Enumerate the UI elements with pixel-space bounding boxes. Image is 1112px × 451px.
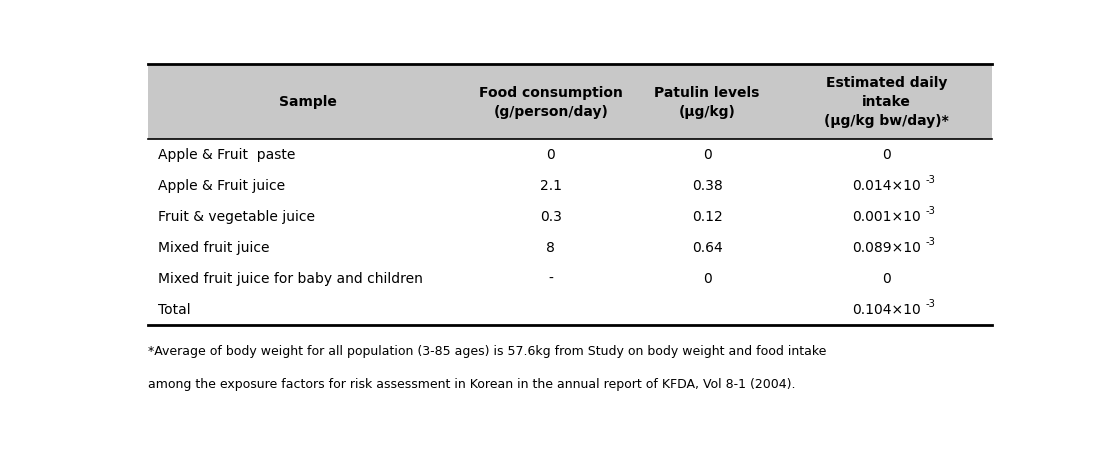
Text: 0.001×10: 0.001×10 xyxy=(852,210,921,224)
Text: Mixed fruit juice: Mixed fruit juice xyxy=(158,240,269,254)
Text: 0: 0 xyxy=(703,272,712,285)
Text: 0: 0 xyxy=(546,147,555,161)
Text: 0.089×10: 0.089×10 xyxy=(852,240,921,254)
Text: 8: 8 xyxy=(546,240,555,254)
Text: Apple & Fruit  paste: Apple & Fruit paste xyxy=(158,147,296,161)
Bar xyxy=(148,232,992,263)
Text: *Average of body weight for all population (3-85 ages) is 57.6kg from Study on b: *Average of body weight for all populati… xyxy=(148,344,826,357)
Text: -3: -3 xyxy=(925,205,935,215)
Bar xyxy=(148,64,992,139)
Text: Food consumption
(g/person/day): Food consumption (g/person/day) xyxy=(479,85,623,118)
Text: -: - xyxy=(548,272,554,285)
Bar xyxy=(148,294,992,325)
Text: 0.64: 0.64 xyxy=(692,240,723,254)
Text: Total: Total xyxy=(158,303,190,317)
Text: 0: 0 xyxy=(882,272,891,285)
Text: 0.12: 0.12 xyxy=(692,210,723,224)
Text: 2.1: 2.1 xyxy=(540,179,562,193)
Text: 0: 0 xyxy=(882,147,891,161)
Text: Apple & Fruit juice: Apple & Fruit juice xyxy=(158,179,285,193)
Text: Fruit & vegetable juice: Fruit & vegetable juice xyxy=(158,210,315,224)
Text: Mixed fruit juice for baby and children: Mixed fruit juice for baby and children xyxy=(158,272,423,285)
Bar xyxy=(148,170,992,201)
Text: Sample: Sample xyxy=(279,95,337,109)
Bar xyxy=(148,139,992,170)
Text: Patulin levels
(μg/kg): Patulin levels (μg/kg) xyxy=(655,85,759,118)
Text: -3: -3 xyxy=(925,236,935,246)
Text: 0.014×10: 0.014×10 xyxy=(852,179,921,193)
Text: -3: -3 xyxy=(925,175,935,184)
Text: -3: -3 xyxy=(925,298,935,308)
Text: 0.3: 0.3 xyxy=(540,210,562,224)
Text: 0.38: 0.38 xyxy=(692,179,723,193)
Bar xyxy=(148,263,992,294)
Text: Estimated daily
intake
(μg/kg bw/day)*: Estimated daily intake (μg/kg bw/day)* xyxy=(824,76,949,128)
Bar xyxy=(148,201,992,232)
Text: 0.104×10: 0.104×10 xyxy=(852,303,921,317)
Text: 0: 0 xyxy=(703,147,712,161)
Text: among the exposure factors for risk assessment in Korean in the annual report of: among the exposure factors for risk asse… xyxy=(148,377,795,390)
